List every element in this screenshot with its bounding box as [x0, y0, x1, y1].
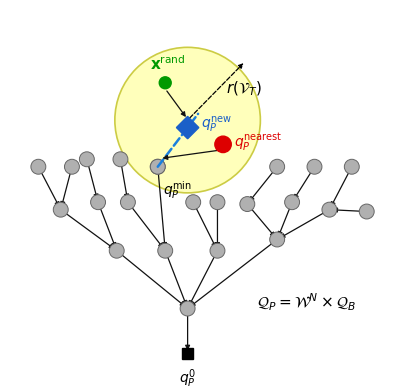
Circle shape: [79, 152, 94, 167]
Polygon shape: [176, 116, 199, 139]
Circle shape: [307, 159, 322, 174]
Circle shape: [270, 232, 285, 247]
Circle shape: [158, 243, 173, 258]
Text: $r(\mathcal{V}_T)$: $r(\mathcal{V}_T)$: [226, 80, 262, 98]
Circle shape: [186, 195, 201, 210]
Circle shape: [210, 243, 225, 258]
Circle shape: [113, 152, 128, 167]
Circle shape: [150, 159, 165, 174]
Text: $q_P^{\mathrm{nearest}}$: $q_P^{\mathrm{nearest}}$: [234, 132, 282, 153]
Circle shape: [270, 159, 285, 174]
Text: $q_P^{\mathrm{min}}$: $q_P^{\mathrm{min}}$: [163, 179, 192, 201]
Circle shape: [159, 77, 171, 89]
FancyBboxPatch shape: [182, 348, 193, 359]
Circle shape: [210, 195, 225, 210]
Circle shape: [150, 159, 165, 174]
Circle shape: [109, 243, 124, 258]
Circle shape: [359, 204, 374, 219]
Circle shape: [53, 202, 68, 217]
Circle shape: [31, 159, 46, 174]
Text: $\mathbf{x}^{\mathrm{rand}}$: $\mathbf{x}^{\mathrm{rand}}$: [150, 55, 186, 73]
Circle shape: [285, 195, 299, 210]
Text: $q_P^0$: $q_P^0$: [179, 367, 196, 390]
Circle shape: [65, 159, 79, 174]
Circle shape: [240, 197, 255, 212]
Circle shape: [215, 136, 231, 152]
Circle shape: [344, 159, 359, 174]
Circle shape: [121, 195, 135, 210]
Circle shape: [115, 47, 260, 193]
Text: $q_P^{\mathrm{new}}$: $q_P^{\mathrm{new}}$: [201, 114, 232, 134]
Text: $\mathcal{Q}_P = \mathcal{W}^N \times \mathcal{Q}_B$: $\mathcal{Q}_P = \mathcal{W}^N \times \m…: [257, 292, 357, 314]
Circle shape: [322, 202, 337, 217]
Circle shape: [91, 195, 105, 210]
Circle shape: [180, 301, 195, 316]
